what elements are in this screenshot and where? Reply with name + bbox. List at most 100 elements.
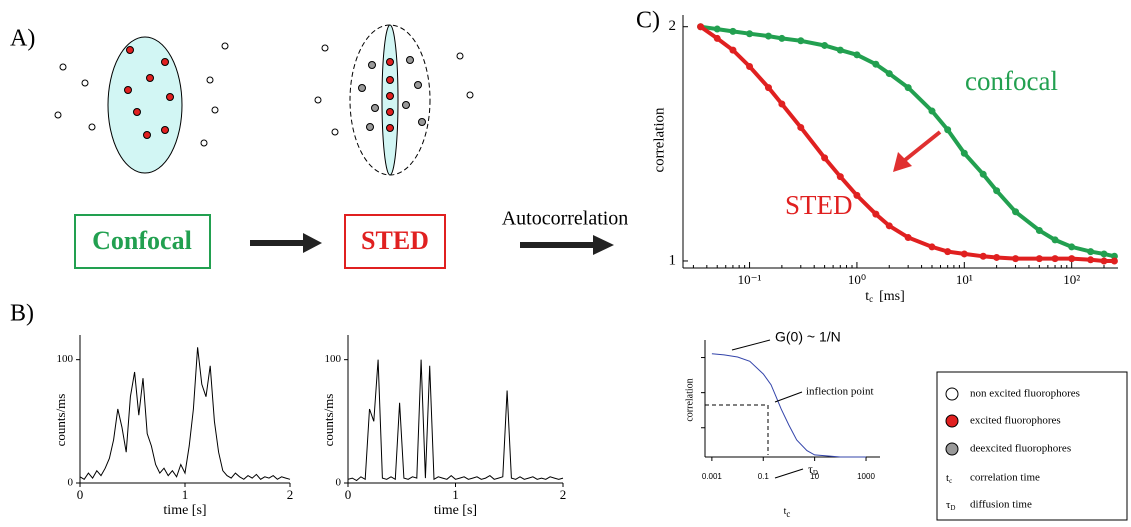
data-point	[778, 34, 786, 42]
data-point	[993, 187, 1001, 195]
data-point	[764, 32, 772, 40]
x-tick-label: 1	[182, 487, 189, 502]
text-part: t	[784, 506, 787, 517]
data-point	[1100, 257, 1108, 265]
data-point	[1110, 257, 1118, 265]
data-point	[1087, 256, 1095, 264]
legend-symbol: τD	[946, 499, 955, 512]
x-tick-label: 1000	[857, 472, 875, 481]
data-point	[697, 23, 705, 31]
series-line	[699, 25, 1115, 263]
legend	[936, 371, 1128, 521]
x-tick-label: 0	[345, 487, 352, 502]
data-point	[1068, 255, 1076, 263]
data-point	[885, 70, 893, 78]
text-part: t	[946, 472, 949, 484]
text-part: D	[950, 504, 955, 512]
data-point	[1035, 255, 1043, 263]
x-tick-label: 1	[452, 487, 459, 502]
data-point	[1012, 208, 1020, 216]
data-point	[836, 173, 844, 181]
data-point	[904, 234, 912, 242]
panel-label: B)	[10, 301, 34, 327]
y-tick-label: 0	[336, 477, 342, 489]
x-axis-label: time [s]	[163, 503, 206, 518]
data-point	[928, 243, 936, 251]
legend-label: excited fluorophores	[970, 415, 1061, 427]
legend-label: diffusion time	[970, 499, 1032, 511]
panel-label: A)	[10, 26, 35, 52]
arrow	[250, 233, 322, 253]
annotation: STED	[785, 190, 853, 220]
data-point	[1051, 255, 1059, 263]
x-tick-label: 2	[560, 487, 567, 502]
confocal-box	[74, 214, 211, 269]
inflection-guide	[705, 404, 769, 455]
y-axis-label: correlation	[651, 107, 667, 172]
series-line	[79, 347, 291, 480]
y-tick-label: 2	[669, 18, 677, 34]
x-axis-label: tc [ms]	[865, 289, 905, 304]
data-point	[853, 51, 861, 59]
panel-label: C)	[636, 8, 660, 34]
data-point	[1100, 250, 1108, 258]
data-point	[993, 253, 1001, 261]
annotation-arrow	[774, 468, 804, 479]
data-point	[928, 107, 936, 115]
y-tick-label: 100	[325, 353, 342, 365]
confocal-label: Confocal	[92, 226, 192, 255]
x-tick-label: 0.001	[702, 472, 723, 481]
x-tick-label: 10²	[1063, 272, 1080, 287]
data-point	[713, 25, 721, 33]
data-point	[746, 63, 754, 71]
x-tick-label: 10¹	[956, 272, 973, 287]
data-point	[764, 84, 772, 92]
x-tick-label: 0	[77, 487, 84, 502]
data-point	[960, 250, 968, 258]
y-tick-label: 1	[669, 252, 677, 268]
y-axis-label: counts/ms	[321, 394, 336, 447]
text-part: D	[813, 469, 818, 477]
annotation: confocal	[965, 66, 1058, 96]
annotation-arrow	[731, 339, 771, 351]
series-line	[711, 353, 866, 458]
data-point	[729, 46, 737, 54]
y-tick-label: 100	[57, 353, 74, 365]
data-point	[797, 37, 805, 45]
data-point	[1087, 248, 1095, 256]
text-part: c	[786, 509, 790, 519]
data-point	[853, 191, 861, 199]
text-part: τ	[946, 499, 951, 511]
data-point	[872, 210, 880, 218]
sted-box	[344, 214, 446, 269]
data-point	[1035, 227, 1043, 235]
data-point	[746, 30, 754, 38]
y-tick-label: 0	[68, 477, 74, 489]
data-point	[960, 149, 968, 157]
x-tick-label: 10	[810, 472, 819, 481]
annotation: inflection point	[806, 386, 874, 398]
series-line	[347, 359, 564, 482]
legend-symbol: tc	[946, 472, 952, 485]
text-part: c	[869, 294, 873, 304]
data-point	[1068, 243, 1076, 251]
sted-volume	[314, 24, 474, 176]
data-point	[904, 84, 912, 92]
data-point	[885, 222, 893, 230]
data-point	[872, 60, 880, 68]
data-point	[1012, 255, 1020, 263]
confocal-volume	[54, 36, 229, 174]
x-tick-label: 0.1	[758, 472, 770, 481]
sted-label: STED	[361, 226, 429, 255]
x-tick-label: 10⁰	[848, 272, 866, 287]
legend-label: non excited fluorophores	[970, 388, 1080, 400]
data-point	[1051, 236, 1059, 244]
x-tick-label: 2	[287, 487, 294, 502]
y-axis-label: counts/ms	[53, 394, 68, 447]
data-point	[944, 248, 952, 256]
legend-label: correlation time	[970, 472, 1040, 484]
arrow-label: Autocorrelation	[502, 208, 629, 230]
text-part: t	[865, 289, 869, 304]
data-point	[979, 170, 987, 178]
